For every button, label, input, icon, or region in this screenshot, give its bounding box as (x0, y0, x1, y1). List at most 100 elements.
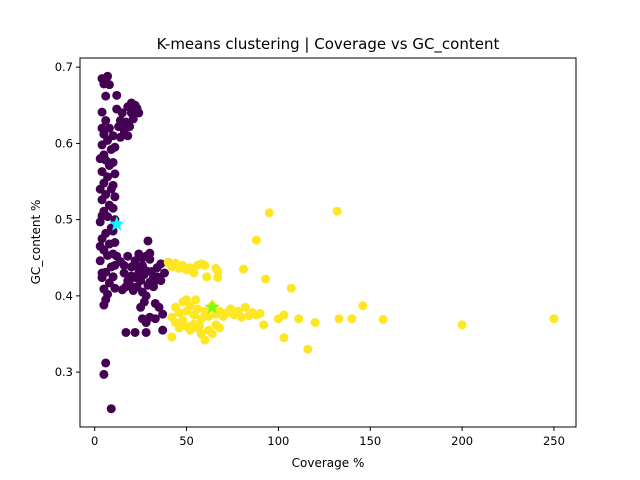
cluster-1-point (204, 311, 214, 321)
cluster-0-point (108, 272, 118, 282)
cluster-1-point (213, 273, 223, 283)
cluster-0-point (97, 195, 107, 205)
cluster-0-point (97, 234, 107, 244)
cluster-1-point (334, 314, 344, 324)
cluster-1-point (457, 320, 467, 330)
cluster-1-point (294, 314, 304, 324)
cluster-1-point (261, 274, 271, 284)
cluster-0-point (110, 192, 120, 202)
cluster-0-point (108, 226, 118, 236)
cluster-0-point (99, 369, 109, 379)
y-tick-label: 0.4 (55, 289, 73, 303)
cluster-0-point (95, 154, 105, 164)
cluster-0-point (95, 184, 105, 194)
cluster-0-point (130, 256, 140, 266)
cluster-0-point (154, 302, 164, 312)
x-tick-label: 200 (451, 434, 473, 448)
cluster-0-point (119, 268, 129, 278)
cluster-0-point (95, 256, 105, 266)
cluster-1-point (358, 301, 368, 311)
cluster-0-point (139, 297, 149, 307)
cluster-1-point (174, 323, 184, 333)
cluster-0-point (110, 169, 120, 179)
x-axis-ticks: 0 50 100 150 200 250 (91, 427, 565, 448)
cluster-1-point (378, 315, 388, 324)
x-tick-label: 250 (543, 434, 565, 448)
cluster-1-point (251, 235, 261, 245)
cluster-0-point (108, 180, 118, 190)
cluster-0-point (97, 211, 107, 221)
cluster-0-point (134, 263, 144, 273)
cluster-0-point (117, 108, 127, 118)
cluster-1-point (310, 318, 320, 328)
cluster-0-point (101, 116, 111, 126)
cluster-1-point (189, 268, 199, 278)
points-layer (95, 71, 559, 414)
cluster-1-point (332, 206, 342, 216)
cluster-0-point (108, 157, 118, 167)
y-tick-label: 0.5 (55, 213, 73, 227)
cluster-1-point (259, 320, 269, 330)
cluster-0-point (112, 90, 122, 100)
cluster-0-point (97, 123, 107, 133)
cluster-0-point (119, 260, 129, 270)
cluster-0-point (156, 259, 166, 269)
cluster-1-point (182, 295, 192, 305)
cluster-0-point (158, 309, 168, 319)
cluster-1-point (194, 321, 204, 331)
plot-frame (79, 57, 577, 428)
cluster-1-point (255, 308, 265, 318)
cluster-0-point (104, 80, 114, 90)
cluster-0-point (158, 325, 168, 335)
y-tick-label: 0.7 (55, 60, 73, 74)
cluster-0-point (101, 358, 111, 368)
cluster-1-point (200, 335, 210, 345)
cluster-1-point (191, 295, 201, 305)
cluster-1-point (279, 333, 289, 343)
cluster-0-point (110, 283, 120, 293)
y-axis-label: GC_content % (29, 200, 43, 285)
cluster-0-point (101, 91, 111, 101)
cluster-0-point (160, 268, 169, 278)
cluster-0-point (108, 203, 118, 213)
cluster-1-point (240, 302, 250, 312)
cluster-1-point (207, 329, 217, 339)
cluster-0-point (99, 300, 109, 310)
chart-title: K-means clustering | Coverage vs GC_cont… (157, 35, 500, 54)
cluster-0-point (106, 404, 116, 414)
cluster-1-point (264, 208, 274, 218)
cluster-1-point (200, 260, 210, 270)
cluster-0-point (95, 241, 105, 251)
cluster-0-point (97, 140, 107, 150)
cluster-0-point (156, 276, 166, 286)
cluster-1-point (193, 304, 203, 314)
centroids-layer (109, 216, 220, 314)
cluster-0-point (97, 107, 107, 117)
x-tick-label: 100 (267, 434, 289, 448)
centroid-0-star (109, 216, 125, 231)
cluster-0-point (137, 314, 147, 324)
y-tick-label: 0.6 (55, 136, 73, 150)
cluster-0-point (148, 282, 158, 292)
cluster-0-point (134, 249, 144, 259)
cluster-0-point (108, 131, 118, 141)
cluster-1-point (174, 308, 184, 318)
cluster-0-point (143, 236, 153, 246)
cluster-0-point (123, 251, 133, 261)
x-tick-label: 50 (179, 434, 194, 448)
cluster-1-point (215, 323, 225, 333)
cluster-0-point (121, 327, 131, 337)
cluster-0-point (145, 248, 155, 258)
cluster-0-point (130, 327, 140, 337)
cluster-0-point (110, 238, 120, 247)
cluster-0-point (110, 142, 120, 152)
cluster-1-point (196, 314, 206, 324)
cluster-0-point (103, 71, 113, 81)
cluster-0-point (126, 108, 136, 118)
centroid-1-star (204, 299, 220, 314)
cluster-0-point (97, 268, 107, 278)
x-tick-label: 150 (359, 434, 381, 448)
x-axis-label: Coverage % (292, 456, 365, 470)
cluster-0-point (139, 270, 149, 280)
